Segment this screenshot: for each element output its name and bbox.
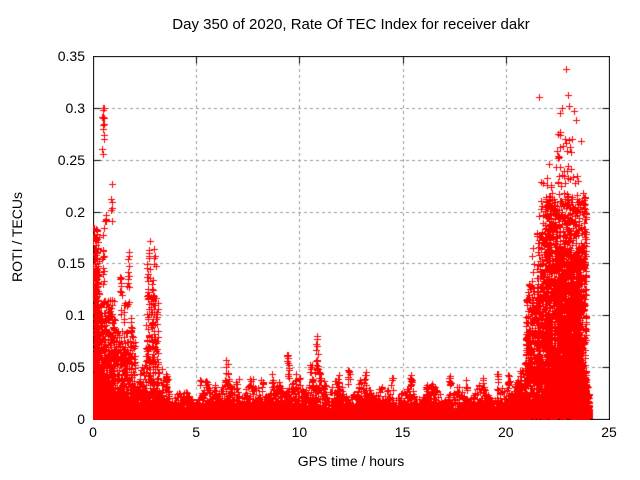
x-tick-label: 0 (89, 424, 97, 440)
x-tick-label: 15 (394, 424, 411, 440)
x-tick-label: 20 (498, 424, 514, 440)
y-tick-label: 0.3 (65, 99, 85, 116)
y-tick-label: 0.05 (57, 359, 85, 376)
y-tick-label: 0.2 (65, 203, 85, 220)
x-axis-label: GPS time / hours (297, 453, 405, 469)
x-tick-label: 5 (192, 424, 201, 440)
x-tick-label: 25 (601, 424, 617, 440)
x-tick-label: 10 (291, 424, 308, 440)
y-tick-label: 0.35 (57, 48, 85, 64)
y-tick-label: 0.25 (57, 151, 85, 168)
chart-title: Day 350 of 2020, Rate Of TEC Index for r… (172, 16, 530, 33)
y-tick-label: 0.1 (65, 307, 85, 324)
plot-canvas (93, 56, 610, 420)
y-tick-label: 0 (77, 411, 85, 427)
y-tick-label: 0.15 (57, 255, 85, 272)
